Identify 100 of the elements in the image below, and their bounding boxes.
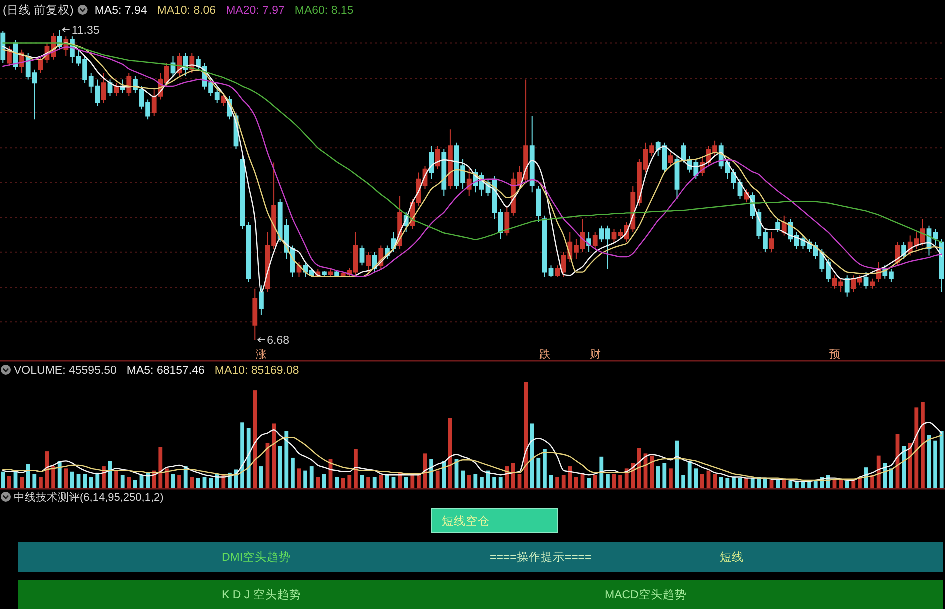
bar <box>246 428 251 489</box>
bar <box>668 468 673 489</box>
bar <box>366 477 371 489</box>
bar <box>284 431 289 489</box>
bar <box>574 477 578 489</box>
text: MA5: 7.94 <box>94 5 148 17</box>
text: 预 <box>829 349 840 361</box>
bar <box>272 424 276 489</box>
candlestick <box>466 168 472 196</box>
bar <box>530 424 534 489</box>
candlestick <box>252 288 258 340</box>
bar <box>52 466 56 489</box>
bar <box>934 440 938 489</box>
candlestick <box>530 116 535 194</box>
bar <box>593 475 598 489</box>
candlestick <box>870 278 876 290</box>
candlestick <box>328 268 334 278</box>
bar <box>32 474 37 489</box>
text: 跌 <box>539 349 550 361</box>
bar <box>568 466 572 489</box>
bar <box>467 475 472 489</box>
bar <box>940 431 944 489</box>
bar <box>404 477 408 489</box>
bar <box>209 478 214 489</box>
bar <box>335 477 340 489</box>
candlestick <box>592 232 598 250</box>
candlestick <box>360 245 365 266</box>
bar <box>562 475 566 489</box>
candlestick <box>769 232 774 253</box>
bar <box>889 468 894 489</box>
bar <box>385 475 390 489</box>
bar <box>480 477 484 489</box>
bar <box>542 449 547 489</box>
bar <box>474 474 478 489</box>
bar <box>536 458 541 489</box>
candlestick <box>322 270 327 278</box>
bar <box>744 478 749 489</box>
text: MACD空头趋势 <box>605 588 687 602</box>
bar <box>20 477 24 489</box>
bar <box>845 482 850 489</box>
bar <box>253 390 258 489</box>
bar <box>70 472 74 489</box>
bar <box>902 446 906 489</box>
text: DMI空头趋势 <box>222 550 292 564</box>
bar <box>719 477 724 489</box>
bar <box>732 477 736 489</box>
bar <box>656 466 660 489</box>
bar <box>556 477 560 489</box>
bar <box>600 456 604 489</box>
bar <box>178 475 182 489</box>
bar <box>776 479 780 489</box>
bar <box>694 468 698 489</box>
annotation: 6.68 <box>267 335 290 347</box>
bar <box>133 480 138 489</box>
bar <box>127 477 132 489</box>
bar <box>240 422 245 489</box>
bar <box>7 476 12 489</box>
candlestick <box>334 270 340 278</box>
bar <box>839 480 844 489</box>
bar <box>587 478 592 489</box>
candlestick <box>366 252 372 273</box>
bar <box>83 474 88 489</box>
bar <box>814 482 818 489</box>
bar <box>606 474 610 489</box>
bar <box>713 474 718 489</box>
candlestick <box>429 146 434 180</box>
bar <box>858 478 862 489</box>
bar <box>436 470 440 489</box>
bar <box>89 477 94 489</box>
bar <box>448 418 452 489</box>
bar <box>259 466 264 489</box>
candlestick <box>536 185 542 224</box>
bar <box>430 459 434 489</box>
text: MA20: 7.97 <box>226 5 285 17</box>
candlestick <box>101 72 106 104</box>
chart-title: VOLUME: 45595.50 <box>14 365 117 377</box>
bar <box>914 408 919 489</box>
bar <box>618 475 623 489</box>
bar <box>38 477 43 489</box>
bar <box>524 382 528 489</box>
bar <box>290 458 295 489</box>
bar <box>379 475 384 489</box>
text: MA10: 85169.08 <box>214 365 300 377</box>
text: 财 <box>590 349 601 361</box>
bar <box>782 480 786 489</box>
bar <box>410 475 415 489</box>
text: 短线 <box>720 551 744 564</box>
bar <box>637 448 642 489</box>
bar <box>158 447 163 489</box>
text: 中线技术测评(6,14,95,250,1,2) <box>14 491 164 504</box>
bar <box>870 475 875 489</box>
candlestick <box>844 275 850 298</box>
bar <box>788 482 793 489</box>
candlestick <box>668 152 674 167</box>
bar <box>26 464 30 489</box>
candlestick <box>435 146 440 170</box>
bar <box>511 463 516 489</box>
bar <box>1 472 6 489</box>
bar <box>700 474 704 489</box>
bar <box>750 478 755 489</box>
